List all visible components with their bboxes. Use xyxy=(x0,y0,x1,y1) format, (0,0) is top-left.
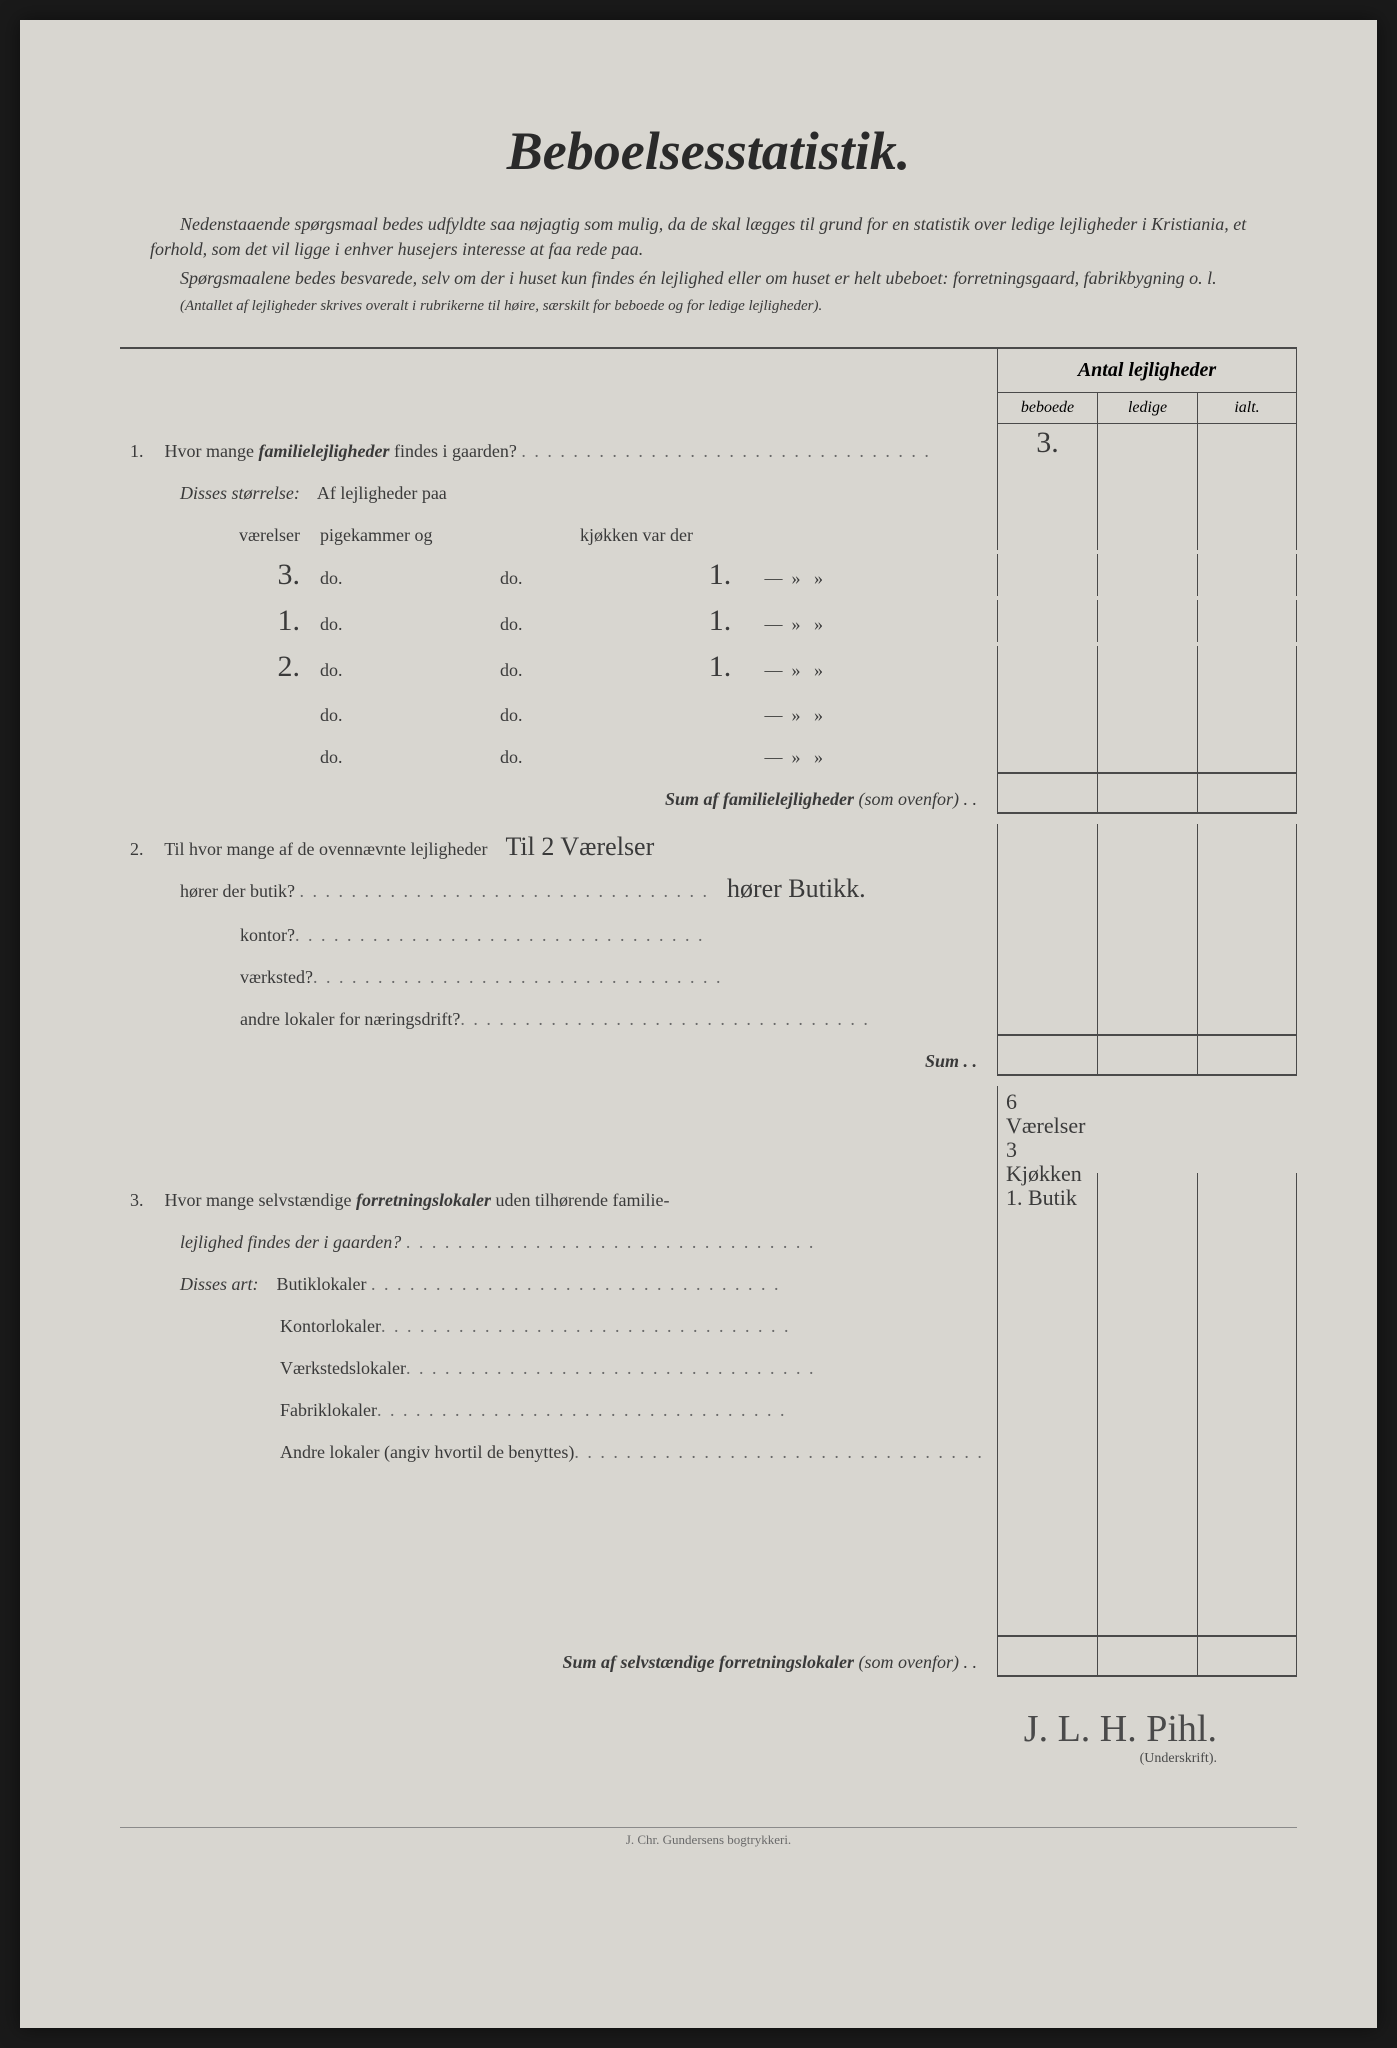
q2-row2: hører der butik? hører Butikk. xyxy=(120,866,1297,908)
document-page: Beboelsesstatistik. Nedenstaaende spørgs… xyxy=(20,20,1377,2028)
size-label: Disses størrelse: xyxy=(180,483,300,503)
col-ialt: ialt. xyxy=(1197,393,1297,424)
size-intro: Af lejligheder paa xyxy=(317,483,447,503)
size-do2: do. xyxy=(500,747,680,768)
q3-item-row: Andre lokaler (angiv hvortil de benyttes… xyxy=(120,1425,1297,1467)
intro-p2: Spørgsmaalene bedes besvarede, selv om d… xyxy=(150,266,1267,291)
size-do2: do. xyxy=(500,705,680,726)
size-do2: do. xyxy=(500,614,680,635)
q1-value-ledige xyxy=(1097,424,1197,466)
size-vaerelser: 1. xyxy=(180,604,320,638)
q1-text-b: familielejligheder xyxy=(258,441,389,461)
q2-item-row: kontor? xyxy=(120,908,1297,950)
size-do1: do. xyxy=(320,660,500,681)
q2-butik: hører der butik? xyxy=(180,881,295,901)
form-area: Antal lejligheder beboede ledige ialt. 1… xyxy=(120,347,1297,1677)
q2-item-label: værksted? xyxy=(240,967,313,987)
size-vaerelser: 2. xyxy=(180,650,320,684)
q3-row2: lejlighed findes der i gaarden? xyxy=(120,1215,1297,1257)
q3-d: lejlighed findes der i gaarden? xyxy=(180,1232,401,1252)
q2-hw: Til 2 Værelser xyxy=(505,832,654,861)
hdr-pigekammer: pigekammer og xyxy=(320,525,500,546)
q1-text-c: findes i gaarden? xyxy=(394,441,517,461)
size-kjokken: 1. xyxy=(680,558,760,592)
q3-num: 3. xyxy=(130,1190,160,1211)
footer: J. Chr. Gundersens bogtrykkeri. xyxy=(120,1827,1297,1848)
q3-item-row: Værkstedslokaler xyxy=(120,1341,1297,1383)
q3-disses: Disses art: Butiklokaler xyxy=(120,1257,1297,1299)
q1-value-beboede: 3. xyxy=(997,424,1097,466)
q1-sum-suffix: (som ovenfor) . . xyxy=(859,789,977,809)
size-row: do. do. — » » xyxy=(120,688,1297,730)
page-title: Beboelsesstatistik. xyxy=(120,120,1297,182)
hdr-kjokken: kjøkken var der xyxy=(580,525,987,546)
intro-p3: (Antallet af lejligheder skrives overalt… xyxy=(150,296,1267,317)
size-row: do. do. — » » xyxy=(120,730,1297,772)
table-header-row: Antal lejligheder xyxy=(120,347,1297,393)
q3-row1: 3. Hvor mange selvstændige forretningslo… xyxy=(120,1086,1297,1215)
q2-hw2: hører Butikk. xyxy=(727,874,866,903)
q2-num: 2. xyxy=(130,839,160,860)
size-do2: do. xyxy=(500,660,680,681)
q3-item-0: Butiklokaler xyxy=(277,1274,367,1294)
q3-item-row: Fabriklokaler xyxy=(120,1383,1297,1425)
q1-sum-label: Sum af familielejligheder xyxy=(665,789,854,809)
q3-note: 6 Værelser 3 Kjøkken 1. Butik xyxy=(997,1086,1097,1215)
signature-label: (Underskrift). xyxy=(120,1751,1217,1767)
q2-row1: 2. Til hvor mange af de ovennævnte lejli… xyxy=(120,824,1297,866)
q2-sum-label: Sum . . xyxy=(925,1051,977,1071)
q2-item-label: andre lokaler for næringsdrift? xyxy=(240,1009,460,1029)
size-row: 3. do. do. 1. — » » xyxy=(120,550,1297,596)
q3-item-label: Fabriklokaler xyxy=(280,1400,377,1420)
size-kjokken: 1. xyxy=(680,650,760,684)
q3-item-label: Andre lokaler (angiv hvortil de benyttes… xyxy=(280,1442,574,1462)
q2-item-row: værksted? xyxy=(120,950,1297,992)
signature-area: J. L. H. Pihl. (Underskrift). xyxy=(120,1707,1297,1767)
q1-num: 1. xyxy=(130,441,160,462)
q3-item-row: Kontorlokaler xyxy=(120,1299,1297,1341)
q3-item-label: Værkstedslokaler xyxy=(280,1358,406,1378)
size-row: 1. do. do. 1. — » » xyxy=(120,596,1297,642)
q3-item-label: Kontorlokaler xyxy=(280,1316,381,1336)
q3-c: uden tilhørende familie- xyxy=(496,1190,670,1210)
size-header-row: værelser pigekammer og kjøkken var der xyxy=(120,508,1297,550)
intro-p1: Nedenstaaende spørgsmaal bedes udfyldte … xyxy=(150,212,1267,262)
col-ledige: ledige xyxy=(1097,393,1197,424)
q3-a: Hvor mange selvstændige xyxy=(165,1190,356,1210)
size-row: 2. do. do. 1. — » » xyxy=(120,642,1297,688)
size-vaerelser: 3. xyxy=(180,558,320,592)
header-main: Antal lejligheder xyxy=(997,349,1297,393)
signature: J. L. H. Pihl. xyxy=(120,1707,1217,1751)
q2-item-label: kontor? xyxy=(240,925,295,945)
hdr-vaerelser: værelser xyxy=(180,525,320,546)
q3-sum-label: Sum af selvstændige forretningslokaler xyxy=(562,1652,854,1672)
q1-text-a: Hvor mange xyxy=(165,441,259,461)
size-do2: do. xyxy=(500,568,680,589)
q3-sum: Sum af selvstændige forretningslokaler (… xyxy=(120,1635,1297,1677)
table-subheader-row: beboede ledige ialt. xyxy=(120,393,1297,424)
col-beboede: beboede xyxy=(997,393,1097,424)
size-do1: do. xyxy=(320,614,500,635)
q1-sum-row: Sum af familielejligheder (som ovenfor) … xyxy=(120,772,1297,814)
size-do1: do. xyxy=(320,705,500,726)
size-do1: do. xyxy=(320,747,500,768)
q2-item-row: andre lokaler for næringsdrift? xyxy=(120,992,1297,1034)
q3-disses-label: Disses art: xyxy=(180,1274,259,1294)
q1-size-intro: Disses størrelse: Af lejligheder paa xyxy=(120,466,1297,508)
q2-sum: Sum . . xyxy=(120,1034,1297,1076)
size-kjokken: 1. xyxy=(680,604,760,638)
size-do1: do. xyxy=(320,568,500,589)
q3-b: forretningslokaler xyxy=(356,1190,491,1210)
q2-text: Til hvor mange af de ovennævnte lejlighe… xyxy=(164,839,487,859)
q3-sum-suffix: (som ovenfor) . . xyxy=(859,1652,977,1672)
q1-row: 1. Hvor mange familielejligheder findes … xyxy=(120,424,1297,466)
intro-block: Nedenstaaende spørgsmaal bedes udfyldte … xyxy=(150,212,1267,317)
q1-value-ialt xyxy=(1197,424,1297,466)
